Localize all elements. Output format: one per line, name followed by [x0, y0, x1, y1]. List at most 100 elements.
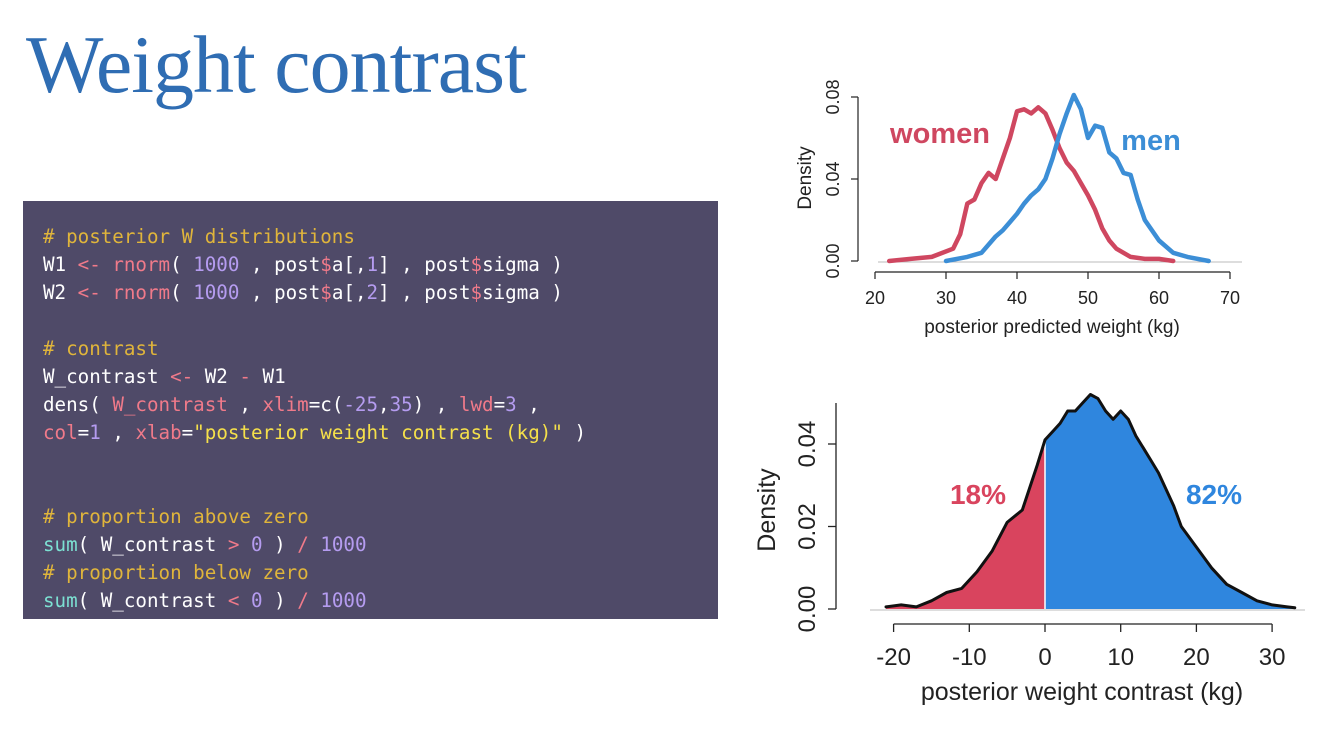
- y-tick-label: 0.04: [823, 161, 843, 196]
- series-line-men: [943, 92, 1211, 264]
- code-token: <-: [77, 281, 101, 304]
- code-token: (: [170, 281, 194, 304]
- code-token: ) ,: [412, 393, 459, 416]
- x-tick-label: -10: [952, 644, 987, 671]
- code-token: $: [320, 253, 332, 276]
- y-axis-label: Density: [795, 146, 816, 210]
- code-token: >: [227, 533, 240, 556]
- code-line: W2 <- rnorm( 1000 , post$a[,2] , post$si…: [43, 279, 718, 307]
- y-tick-label: 0.04: [794, 421, 821, 468]
- slide-title: Weight contrast: [26, 19, 527, 110]
- code-token: =: [181, 421, 194, 444]
- code-token: ): [262, 533, 298, 556]
- x-axis-label: posterior predicted weight (kg): [924, 317, 1180, 338]
- x-tick-label: 50: [1078, 288, 1098, 308]
- code-token: -25: [343, 393, 379, 416]
- code-token: # proportion below zero: [43, 561, 309, 584]
- code-token: (: [170, 253, 194, 276]
- code-token: W_contrast: [112, 393, 228, 416]
- code-token: $: [320, 281, 332, 304]
- y-tick-label: 0.00: [794, 586, 821, 633]
- percent-negative-label: 18%: [950, 479, 1006, 510]
- code-line: # contrast: [43, 335, 718, 363]
- code-token: <-: [77, 253, 101, 276]
- y-tick-label: 0.08: [823, 79, 843, 114]
- code-token: 3: [505, 393, 517, 416]
- code-token: 2: [366, 281, 379, 304]
- code-line: # proportion above zero: [43, 503, 718, 531]
- code-token: # posterior W distributions: [43, 225, 355, 248]
- code-token: ): [262, 589, 298, 612]
- code-token: 1000: [320, 589, 367, 612]
- code-token: =: [493, 393, 506, 416]
- code-token: ] , post: [378, 253, 471, 276]
- code-token: rnorm: [112, 281, 171, 304]
- code-token: ,: [227, 393, 263, 416]
- code-token: sum: [43, 589, 78, 612]
- percent-positive-label: 82%: [1186, 479, 1242, 510]
- code-line: # proportion below zero: [43, 559, 718, 587]
- y-axis-label: Density: [753, 468, 781, 552]
- code-line: sum( W_contrast < 0 ) / 1000: [43, 587, 718, 615]
- code-token: dens(: [43, 393, 113, 416]
- code-token: =: [77, 421, 90, 444]
- y-tick-label: 0.00: [823, 243, 843, 278]
- code-token: <: [227, 589, 240, 612]
- x-tick-label: 40: [1007, 288, 1027, 308]
- code-token: $: [470, 281, 483, 304]
- code-token: "posterior weight contrast (kg)": [193, 421, 563, 444]
- code-token: 1000: [193, 253, 240, 276]
- code-token: ( W_contrast: [77, 533, 228, 556]
- code-line: col=1 , xlab="posterior weight contrast …: [43, 419, 718, 447]
- code-token: col: [43, 421, 78, 444]
- y-tick-label: 0.02: [794, 503, 821, 550]
- code-token: a[,: [331, 281, 367, 304]
- code-token: , post: [239, 253, 321, 276]
- code-token: sigma ): [482, 253, 563, 276]
- x-tick-label: 60: [1149, 288, 1169, 308]
- code-line: W1 <- rnorm( 1000 , post$a[,1] , post$si…: [43, 251, 718, 279]
- code-token: ,: [378, 393, 390, 416]
- code-token: /: [297, 533, 309, 556]
- code-token: ,: [516, 393, 540, 416]
- code-token: xlim: [262, 393, 309, 416]
- negative-area: [886, 439, 1045, 609]
- x-tick-label: 20: [1183, 644, 1210, 671]
- women-label: women: [889, 118, 990, 150]
- code-token: 1: [89, 421, 101, 444]
- code-line: W_contrast <- W2 - W1: [43, 363, 718, 391]
- code-token: # proportion above zero: [43, 505, 309, 528]
- code-token: 0: [250, 533, 263, 556]
- x-tick-label: 30: [936, 288, 956, 308]
- code-token: /: [297, 589, 309, 612]
- code-token: xlab: [135, 421, 182, 444]
- positive-area: [1045, 394, 1295, 609]
- men-label: men: [1121, 125, 1181, 157]
- code-token: 1000: [320, 533, 367, 556]
- x-tick-label: 0: [1038, 644, 1051, 671]
- code-token: W1: [43, 253, 78, 276]
- code-token: rnorm: [112, 253, 171, 276]
- code-token: lwd: [458, 393, 494, 416]
- code-token: W2: [193, 365, 240, 388]
- code-line: # posterior W distributions: [43, 223, 718, 251]
- series-line-women: [886, 105, 1176, 264]
- x-tick-label: 70: [1220, 288, 1240, 308]
- code-token: W2: [43, 281, 78, 304]
- x-tick-label: 30: [1259, 644, 1286, 671]
- code-line: dens( W_contrast , xlim=c(-25,35) , lwd=…: [43, 391, 718, 419]
- code-token: ( W_contrast: [77, 589, 228, 612]
- code-token: $: [470, 253, 483, 276]
- code-token: <-: [170, 365, 194, 388]
- code-token: -: [239, 365, 251, 388]
- code-token: ] , post: [378, 281, 471, 304]
- code-token: sum: [43, 533, 78, 556]
- code-token: # contrast: [43, 337, 159, 360]
- code-token: 1000: [193, 281, 240, 304]
- code-token: , post: [239, 281, 321, 304]
- x-tick-label: 20: [865, 288, 885, 308]
- code-token: a[,: [331, 253, 367, 276]
- code-token: 35: [389, 393, 413, 416]
